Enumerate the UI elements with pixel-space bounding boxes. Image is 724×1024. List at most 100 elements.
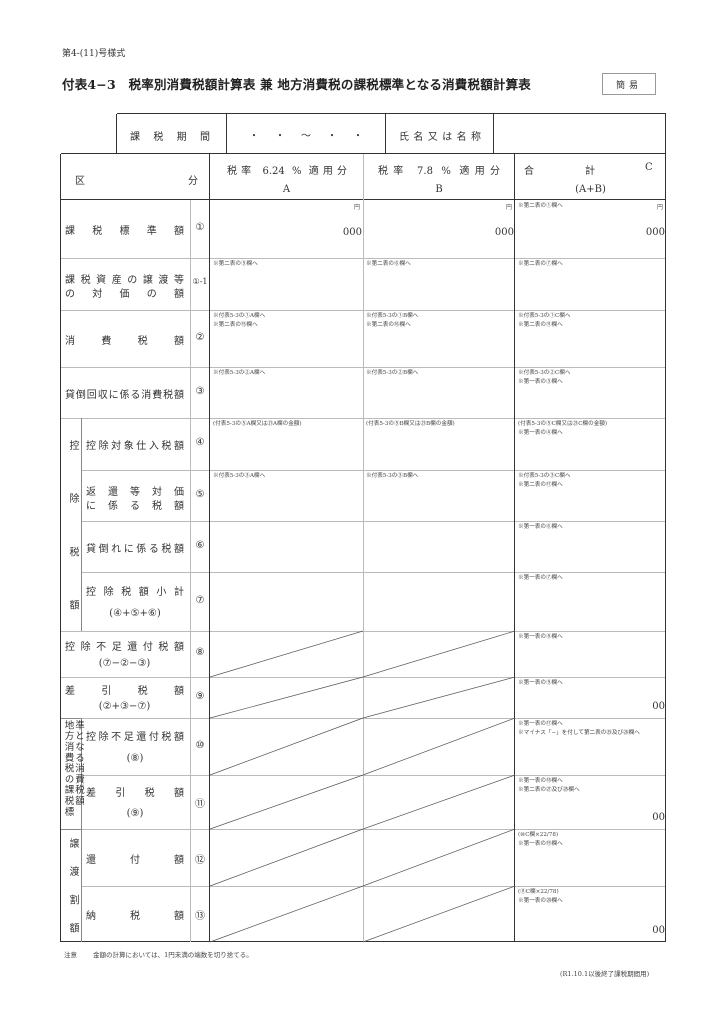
divider (189, 200, 191, 942)
cell-note: ※付表5-3の①B欄へ (366, 313, 419, 319)
cell-note: ※付表5-3の②A欄へ (213, 370, 266, 376)
cell-note: ※第二表の⑤欄へ (213, 261, 258, 267)
divider (117, 113, 666, 115)
amount-field-a (210, 718, 363, 775)
row-label: 差引税額 (65, 686, 184, 698)
cell-note: (付表5-3の⑤B欄又は㉑B欄の金額) (366, 421, 455, 427)
cell-note: ※第二表の⑪欄へ (518, 322, 563, 328)
name-field[interactable] (496, 116, 664, 152)
cell-note: ※第二表の⑰欄へ (518, 482, 563, 488)
divider (665, 114, 667, 154)
cell-note: ※付表5-3の①C欄へ (518, 313, 571, 319)
col-b-header: 税率 7.8 % 適用分 (378, 166, 500, 177)
amount-field-a[interactable] (210, 200, 363, 258)
col-b-letter: B (435, 184, 443, 195)
cell-note: (付表5-3の⑤A欄又は㉑A欄の金額) (213, 421, 302, 427)
col-c-left: 合 (524, 166, 534, 177)
row-label: の対価の額 (65, 289, 184, 300)
col-c-mid: 計 (585, 166, 595, 177)
cell-note: ※第一表の⑥欄へ (518, 524, 563, 530)
amount-field-b[interactable] (363, 521, 515, 572)
amount-value: 00 (652, 701, 665, 712)
name-label: 氏名又は名称 (399, 132, 481, 143)
cell-note: (付表5-3の⑤C欄又は㉑C欄の金額) (518, 421, 608, 427)
row-number: ③ (195, 385, 205, 397)
cell-note: ※第二表の⑮欄へ (213, 322, 258, 328)
amount-value: 00 (652, 812, 665, 823)
divider (226, 114, 228, 154)
divider (493, 114, 495, 154)
divider (80, 829, 82, 942)
row-number: ⑫ (195, 854, 205, 866)
row-number: ①-1 (192, 277, 208, 286)
cell-note: ※第二表の①欄へ (518, 203, 563, 209)
row-number: ⑩ (195, 739, 205, 751)
group-label: 地方消費税の課税標準となる消費税額 (62, 720, 85, 818)
cell-note: ※第二表の㉗及び㉘欄へ (518, 787, 580, 793)
row-label: に係る税額 (86, 500, 184, 512)
amount-field-a (210, 775, 363, 829)
divider (61, 717, 81, 719)
category-right: 分 (188, 176, 198, 187)
cell-note: (⑩C欄×22/78) (518, 832, 559, 838)
row-formula: (⑦−②−③) (98, 658, 151, 670)
row-number: ⑪ (195, 799, 205, 810)
footer-note: 注意 金額の計算においては、1円未満の端数を切り捨てる。 (64, 949, 253, 959)
group-label: 譲渡割額 (67, 838, 78, 933)
divider (665, 154, 667, 942)
row-label: 返還等対価 (86, 486, 184, 498)
amount-field-a (210, 829, 363, 886)
divider (514, 154, 516, 942)
row-number: ⑨ (195, 690, 205, 702)
amount-field-a[interactable] (210, 521, 363, 572)
divider (81, 571, 666, 573)
amount-field-b (363, 886, 515, 942)
cell-note: ※付表5-3の③C欄へ (518, 473, 571, 479)
page-title: 付表4−3 税率別消費税額計算表 兼 地方消費税の課税標準となる消費税額計算表 (62, 77, 531, 92)
divider (385, 114, 387, 154)
amount-field-b[interactable] (363, 572, 515, 631)
cell-note: ※第一表の⑨欄へ (518, 680, 563, 686)
unit-label: 円 (354, 204, 361, 211)
row-formula: (②+③−⑦) (98, 700, 151, 712)
simplified-badge: 簡易 (602, 73, 656, 95)
applicability-note: (R1.10.1以後終了課税期間用) (560, 970, 650, 978)
amount-field-b (363, 775, 515, 829)
divider (81, 520, 666, 522)
cell-note: ※付表5-3の③B欄へ (366, 473, 419, 479)
row-formula: (⑨) (126, 807, 144, 819)
cell-note: ※第一表の⑱欄へ (518, 778, 563, 784)
row-formula: (⑧) (126, 753, 144, 765)
cell-note: ※第一表の⑰欄へ (518, 721, 563, 727)
amount-value: 000 (342, 227, 362, 238)
cell-note: (⑪C欄×22/78) (518, 889, 559, 895)
footer-note-label: 注意 (64, 951, 77, 959)
group-label: 控除税額 (67, 439, 78, 610)
amount-value: 000 (494, 227, 514, 238)
amount-field-b (363, 829, 515, 886)
divider (60, 154, 62, 942)
row-label: 控除対象仕入税額 (86, 441, 184, 452)
period-label: 課税期間 (130, 132, 210, 143)
cell-note: ※第二表の⑦欄へ (518, 261, 563, 267)
cell-note: ※第一表の⑳欄へ (518, 898, 563, 904)
cell-note: ※第一表の⑦欄へ (518, 575, 563, 581)
amount-value: 00 (652, 925, 665, 936)
row-label: 課税資産の譲渡等 (65, 275, 184, 286)
row-label: 還付額 (86, 854, 184, 866)
amount-field-a (210, 886, 363, 942)
cell-note: ※第一表の③欄へ (518, 379, 563, 385)
unit-label: 円 (506, 204, 513, 211)
divider (81, 774, 666, 776)
divider (61, 828, 81, 830)
row-number: ④ (195, 437, 205, 448)
form-number: 第4-(11)号様式 (62, 49, 126, 59)
amount-field-a (210, 631, 363, 677)
period-value[interactable]: ・ ・ 〜 ・ ・ (249, 131, 366, 142)
amount-field-a[interactable] (210, 572, 363, 631)
amount-field-b[interactable] (363, 200, 515, 258)
cell-note: ※付表5-3の①A欄へ (213, 313, 266, 319)
cell-note: ※第二表の⑯欄へ (366, 322, 411, 328)
col-a-header: 税率 6.24 % 適用分 (227, 166, 347, 177)
row-number: ⑥ (195, 539, 205, 551)
